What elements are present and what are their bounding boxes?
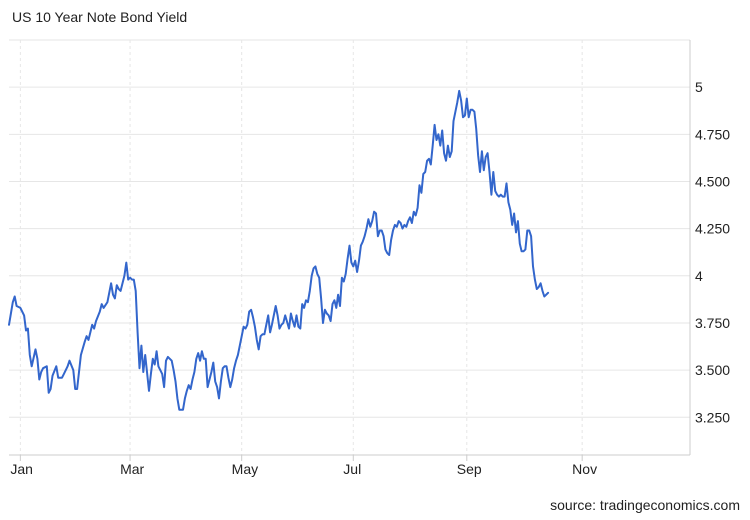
y-tick-label: 4: [695, 268, 703, 284]
x-axis-ticks: Jan Mar May Jul Sep Nov: [10, 461, 597, 477]
source-note: source: tradingeconomics.com: [550, 497, 740, 513]
y-tick-label: 3.750: [695, 315, 730, 331]
y-tick-label: 4.250: [695, 221, 730, 237]
x-tick-label: May: [232, 461, 258, 477]
x-tick-label: Jul: [343, 461, 361, 477]
series-layer: [8, 89, 550, 411]
axis-lines: [9, 40, 691, 461]
chart-title: US 10 Year Note Bond Yield: [12, 9, 188, 25]
x-tick-label: Sep: [457, 461, 482, 477]
y-tick-label: 4.750: [695, 126, 730, 142]
grid-lines: [9, 39, 690, 455]
x-tick-label: Jan: [10, 461, 33, 477]
y-tick-label: 4.500: [695, 173, 730, 189]
y-tick-label: 3.500: [695, 362, 730, 378]
x-tick-label: Nov: [572, 461, 597, 477]
series-line: [8, 89, 550, 411]
x-tick-label: Mar: [120, 461, 144, 477]
y-axis-ticks: 3.250 3.500 3.750 4 4.250 4.500 4.750 5: [695, 79, 730, 425]
y-tick-label: 3.250: [695, 409, 730, 425]
y-tick-label: 5: [695, 79, 703, 95]
